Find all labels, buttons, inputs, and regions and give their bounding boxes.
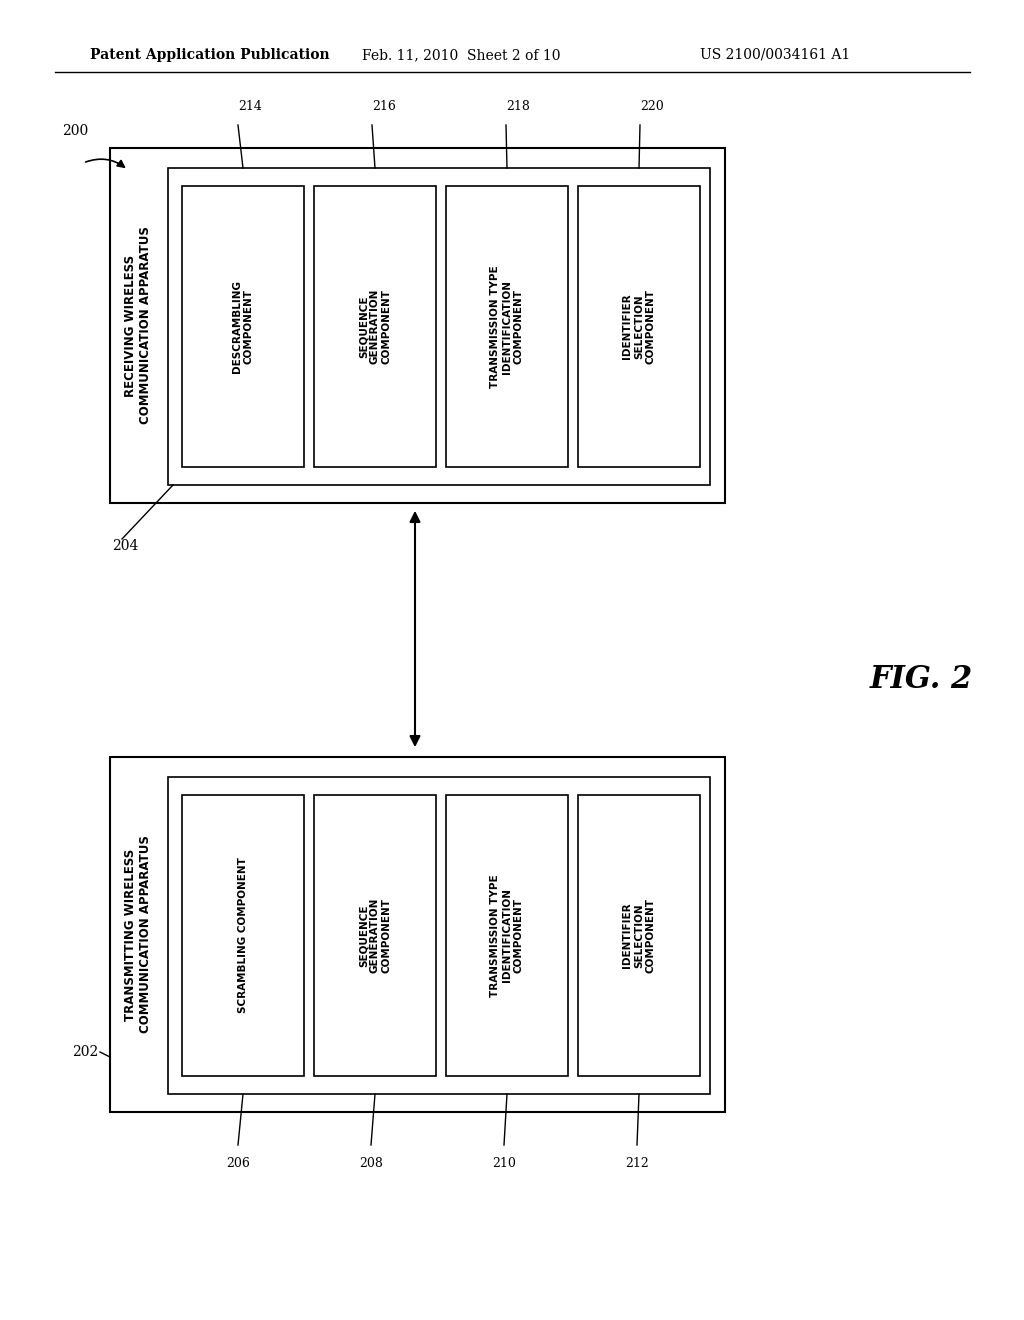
Text: RECEIVING WIRELESS
COMMUNICATION APPARATUS: RECEIVING WIRELESS COMMUNICATION APPARAT… (124, 227, 152, 425)
Text: TRANSMISSION TYPE
IDENTIFICATION
COMPONENT: TRANSMISSION TYPE IDENTIFICATION COMPONE… (490, 874, 523, 997)
Text: 212: 212 (625, 1158, 649, 1170)
Bar (110, 756, 725, 1111)
Text: FIG. 2: FIG. 2 (870, 664, 973, 696)
Text: 210: 210 (493, 1158, 516, 1170)
Text: IDENTIFIER
SELECTION
COMPONENT: IDENTIFIER SELECTION COMPONENT (623, 289, 655, 364)
Bar (110, 148, 725, 503)
Text: US 2100/0034161 A1: US 2100/0034161 A1 (700, 48, 850, 62)
Text: 218: 218 (506, 100, 529, 114)
Text: SCRAMBLING COMPONENT: SCRAMBLING COMPONENT (238, 858, 248, 1014)
Bar (578, 795, 700, 1076)
Text: 200: 200 (61, 124, 88, 139)
Bar (182, 795, 304, 1076)
Text: 220: 220 (640, 100, 664, 114)
Text: SEQUENCE
GENERATION
COMPONENT: SEQUENCE GENERATION COMPONENT (358, 289, 391, 364)
Text: SEQUENCE
GENERATION
COMPONENT: SEQUENCE GENERATION COMPONENT (358, 898, 391, 973)
Text: IDENTIFIER
SELECTION
COMPONENT: IDENTIFIER SELECTION COMPONENT (623, 898, 655, 973)
Text: 208: 208 (359, 1158, 383, 1170)
Bar (314, 186, 436, 467)
Text: 216: 216 (372, 100, 396, 114)
Bar (446, 186, 568, 467)
Text: TRANSMITTING WIRELESS
COMMUNICATION APPARATUS: TRANSMITTING WIRELESS COMMUNICATION APPA… (124, 836, 152, 1034)
Bar (168, 777, 710, 1094)
Text: 206: 206 (226, 1158, 250, 1170)
Bar (446, 795, 568, 1076)
Bar (314, 795, 436, 1076)
Text: 202: 202 (72, 1045, 98, 1059)
Text: Patent Application Publication: Patent Application Publication (90, 48, 330, 62)
Bar (578, 186, 700, 467)
Bar (182, 186, 304, 467)
Text: 204: 204 (112, 539, 138, 553)
Text: Feb. 11, 2010  Sheet 2 of 10: Feb. 11, 2010 Sheet 2 of 10 (362, 48, 560, 62)
Text: 214: 214 (238, 100, 262, 114)
Text: TRANSMISSION TYPE
IDENTIFICATION
COMPONENT: TRANSMISSION TYPE IDENTIFICATION COMPONE… (490, 265, 523, 388)
Text: DESCRAMBLING
COMPONENT: DESCRAMBLING COMPONENT (232, 280, 254, 374)
Bar (168, 168, 710, 484)
